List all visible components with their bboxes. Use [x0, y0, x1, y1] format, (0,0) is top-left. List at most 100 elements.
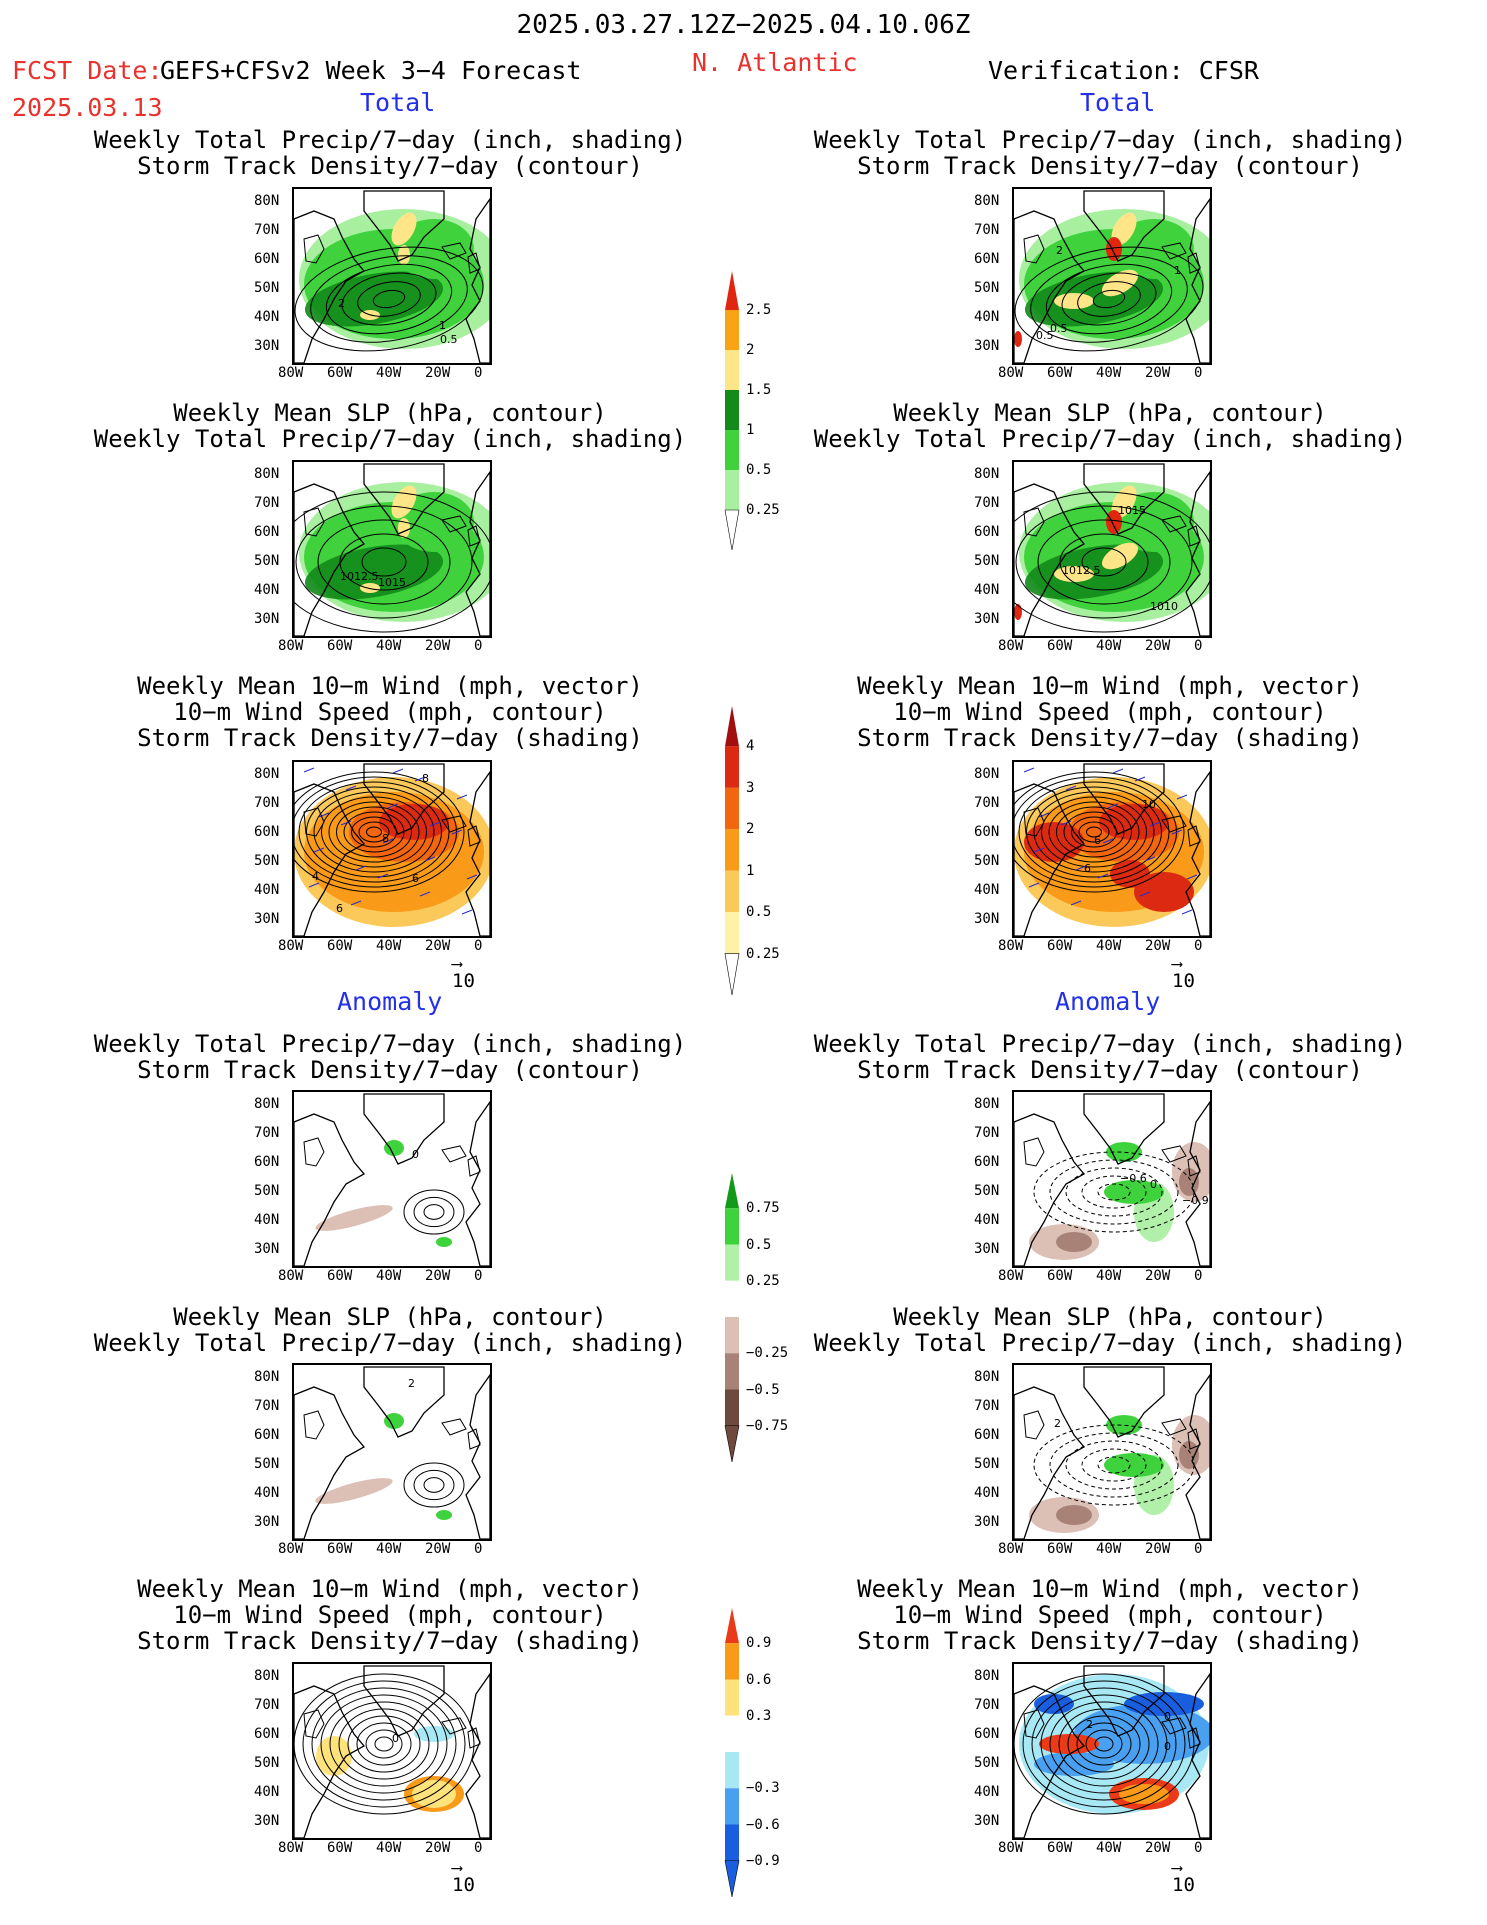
map-panel-precip-anom-fcst: 0: [292, 1090, 492, 1268]
lon-tick-label: 20W: [425, 365, 451, 381]
lat-tick-label: 50N: [974, 280, 1000, 296]
lon-tick-label: 60W: [327, 638, 353, 654]
lat-tick-label: 80N: [974, 1668, 1000, 1684]
contour-label: 2: [1086, 1718, 1093, 1731]
colorbar-label: 0.9: [746, 1635, 772, 1652]
lon-tick-label: 0: [1194, 938, 1203, 954]
lat-tick-label: 50N: [974, 1755, 1000, 1771]
map-panel-slp-anom-obs: 2: [1012, 1363, 1212, 1541]
lon-tick-label: 80W: [998, 638, 1024, 654]
title-wind-anom-obs: Weekly Mean 10−m Wind (mph, vector) 10−m …: [857, 1575, 1363, 1655]
lat-tick-label: 70N: [254, 495, 280, 511]
lat-tick-label: 50N: [254, 1755, 280, 1771]
lon-tick-label: 60W: [1047, 1840, 1073, 1856]
contour-label: 1012.5: [1062, 564, 1101, 577]
lon-tick-label: 0: [1194, 1840, 1203, 1856]
lon-tick-label: 20W: [425, 1268, 451, 1284]
lat-tick-label: 60N: [254, 251, 280, 267]
map-panel-precip-total-fcst: 2 1 0.5: [292, 187, 492, 365]
lon-tick-label: 20W: [425, 1541, 451, 1557]
contour-label: 1015: [1118, 504, 1146, 517]
lon-tick-label: 80W: [998, 938, 1024, 954]
lat-tick-label: 50N: [254, 1183, 280, 1199]
lon-tick-label: 20W: [1145, 938, 1171, 954]
lon-tick-label: 80W: [998, 1268, 1024, 1284]
title-slp-anom-obs: Weekly Mean SLP (hPa, contour) Weekly Tot…: [813, 1303, 1407, 1357]
lat-tick-label: 80N: [254, 1668, 280, 1684]
contour-label: 1010: [1150, 600, 1178, 613]
vector-reference: ⟶ 10: [1172, 1858, 1195, 1897]
colorbar-label: −0.9: [746, 1852, 780, 1869]
lat-tick-label: 30N: [974, 1813, 1000, 1829]
contour-label: 1: [1174, 264, 1181, 277]
lat-tick-label: 40N: [974, 882, 1000, 898]
contour-label: 8: [382, 832, 389, 845]
contour-label: 0: [1164, 1740, 1171, 1753]
lat-tick-label: 40N: [254, 1784, 280, 1800]
map-panel-wind-total-fcst: 8 8 6 6 4: [292, 760, 492, 938]
lon-tick-label: 60W: [327, 1840, 353, 1856]
contour-label: 4: [312, 870, 319, 883]
lat-tick-label: 60N: [254, 1726, 280, 1742]
lon-tick-label: 60W: [327, 365, 353, 381]
lat-tick-label: 40N: [254, 1485, 280, 1501]
lat-tick-label: 60N: [254, 1427, 280, 1443]
colorbar-precip-anom: [724, 1172, 742, 1470]
lon-tick-label: 60W: [1047, 1268, 1073, 1284]
lat-tick-label: 60N: [974, 824, 1000, 840]
lat-tick-label: 70N: [254, 1398, 280, 1414]
lat-tick-label: 40N: [974, 309, 1000, 325]
lat-tick-label: 30N: [974, 1514, 1000, 1530]
lon-tick-label: 40W: [376, 1541, 402, 1557]
lat-tick-label: 80N: [254, 466, 280, 482]
contour-label: 6: [336, 902, 343, 915]
contour-label: 0: [412, 1148, 419, 1161]
lon-tick-label: 20W: [1145, 365, 1171, 381]
colorbar-label: −0.5: [746, 1381, 780, 1398]
lat-tick-label: 80N: [254, 193, 280, 209]
title-wind-total-obs: Weekly Mean 10−m Wind (mph, vector) 10−m …: [857, 672, 1363, 752]
lat-tick-label: 40N: [974, 1784, 1000, 1800]
section-total-left: Total: [360, 88, 436, 117]
lon-tick-label: 80W: [278, 365, 304, 381]
lon-tick-label: 40W: [1096, 638, 1122, 654]
lat-tick-label: 30N: [254, 1241, 280, 1257]
lon-tick-label: 0: [1194, 1268, 1203, 1284]
lat-tick-label: 30N: [254, 1813, 280, 1829]
lat-tick-label: 40N: [254, 1212, 280, 1228]
colorbar-label: −0.75: [746, 1417, 789, 1434]
lat-tick-label: 70N: [974, 1125, 1000, 1141]
title-slp-total-fcst: Weekly Mean SLP (hPa, contour) Weekly Tot…: [93, 399, 687, 453]
lat-tick-label: 70N: [254, 1697, 280, 1713]
lat-tick-label: 60N: [254, 1154, 280, 1170]
map-panel-slp-total-obs: 1015 1012.5 1010: [1012, 460, 1212, 638]
lat-tick-label: 70N: [254, 795, 280, 811]
section-anomaly-right: Anomaly: [1055, 987, 1161, 1016]
colorbar-label: 0.25: [746, 1272, 780, 1289]
map-panel-precip-anom-obs: −0.6 −0.9 0: [1012, 1090, 1212, 1268]
vector-reference: ⟶ 10: [1172, 954, 1195, 993]
lon-tick-label: 0: [474, 365, 483, 381]
lon-tick-label: 20W: [1145, 1840, 1171, 1856]
lon-tick-label: 0: [1194, 365, 1203, 381]
lat-tick-label: 50N: [974, 553, 1000, 569]
contour-label: 0.5: [440, 333, 458, 346]
lat-tick-label: 40N: [974, 1485, 1000, 1501]
lon-tick-label: 0: [474, 1541, 483, 1557]
contour-label: 1: [439, 319, 446, 332]
colorbar-label: −0.25: [746, 1345, 789, 1362]
section-anomaly-left: Anomaly: [337, 987, 443, 1016]
map-panel-slp-anom-fcst: 2: [292, 1363, 492, 1541]
lat-tick-label: 50N: [254, 853, 280, 869]
lon-tick-label: 60W: [1047, 1541, 1073, 1557]
lat-tick-label: 70N: [974, 1697, 1000, 1713]
lat-tick-label: 70N: [974, 495, 1000, 511]
lon-tick-label: 80W: [998, 1840, 1024, 1856]
title-slp-anom-fcst: Weekly Mean SLP (hPa, contour) Weekly Tot…: [93, 1303, 687, 1357]
title-precip-anom-fcst: Weekly Total Precip/7−day (inch, shading…: [93, 1030, 687, 1084]
contour-label: 0: [1164, 1710, 1171, 1723]
valid-period-title: 2025.03.27.12Z−2025.04.10.06Z: [516, 10, 971, 40]
lon-tick-label: 60W: [327, 938, 353, 954]
lat-tick-label: 70N: [974, 222, 1000, 238]
title-wind-total-fcst: Weekly Mean 10−m Wind (mph, vector) 10−m …: [137, 672, 643, 752]
